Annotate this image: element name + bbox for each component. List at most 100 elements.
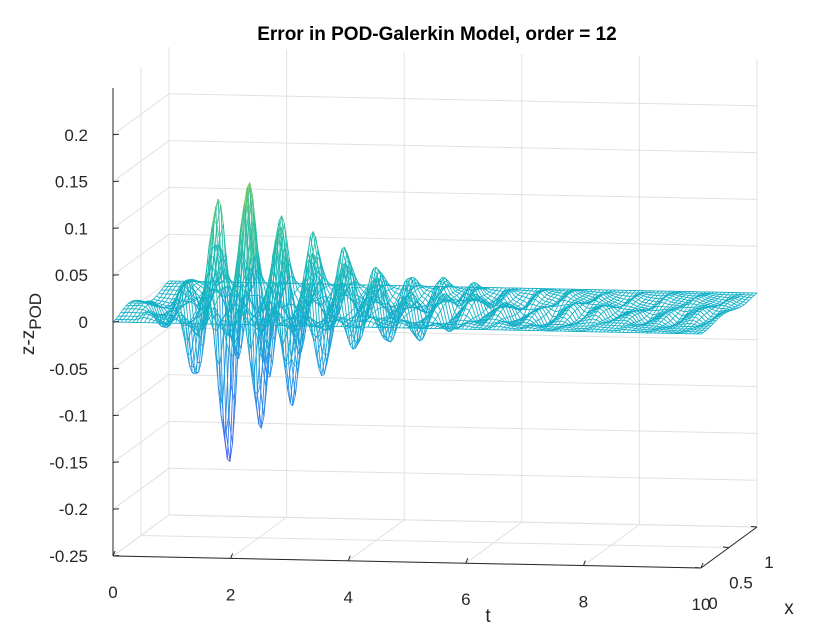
mesh-line-x: [237, 228, 241, 254]
mesh-line-x: [350, 324, 354, 327]
mesh-line-x: [176, 311, 180, 316]
mesh-line-x: [146, 302, 149, 305]
mesh-line-x: [399, 313, 403, 319]
mesh-line-x: [171, 294, 175, 300]
mesh-line-x: [135, 308, 140, 313]
mesh-line-x: [254, 327, 258, 341]
mesh-line-x: [194, 323, 199, 335]
mesh-line-x: [170, 280, 174, 284]
mesh-line-x: [358, 336, 363, 342]
mesh-line-x: [313, 270, 317, 276]
mesh-line-x: [178, 300, 182, 303]
mesh-line-x: [272, 341, 276, 364]
mesh-line-t: [651, 297, 656, 299]
mesh-line-x: [183, 296, 187, 302]
mesh-line-x: [295, 301, 299, 310]
mesh-line-x: [282, 306, 287, 314]
mesh-line-x: [380, 319, 384, 323]
mesh-line-t: [293, 345, 299, 374]
mesh-line-x: [296, 285, 301, 290]
mesh-line-x: [367, 297, 370, 299]
mesh-line-x: [349, 294, 353, 302]
mesh-line-t: [426, 289, 431, 292]
mesh-line-x: [369, 317, 374, 322]
mesh-line-x: [137, 303, 141, 306]
mesh-line-x: [316, 270, 319, 273]
mesh-line-x: [188, 322, 192, 325]
mesh-line-x: [144, 317, 148, 323]
mesh-line-t: [658, 323, 663, 327]
mesh-line-t: [432, 324, 438, 327]
mesh-line-x: [336, 319, 339, 322]
mesh-line-x: [363, 321, 367, 328]
mesh-line-x: [245, 288, 249, 296]
mesh-line-t: [423, 292, 429, 296]
mesh-line-x: [153, 314, 157, 318]
mesh-line-x: [336, 320, 340, 327]
mesh-line-x: [379, 286, 384, 295]
mesh-line-t: [471, 293, 476, 299]
mesh-line-t: [413, 277, 418, 289]
mesh-line-x: [316, 274, 320, 282]
mesh-line-t: [676, 297, 681, 300]
mesh-line-x: [307, 235, 311, 252]
mesh-line-x: [192, 299, 197, 306]
mesh-line-x: [308, 323, 312, 327]
mesh-line-t: [577, 308, 582, 316]
mesh-line-x: [217, 250, 221, 260]
mesh-line-x: [272, 280, 276, 285]
mesh-line-t: [183, 315, 188, 321]
mesh-line-t: [568, 301, 573, 303]
mesh-line-x: [228, 335, 233, 338]
mesh-line-x: [390, 316, 394, 320]
mesh-line-x: [406, 307, 409, 310]
mesh-line-t: [162, 304, 168, 307]
grid-line-back-z: [168, 233, 758, 247]
mesh-line-x: [198, 362, 202, 373]
mesh-line-x: [234, 355, 238, 407]
mesh-line-t: [629, 329, 634, 331]
mesh-line-x: [373, 280, 377, 287]
mesh-line-x: [244, 187, 249, 210]
mesh-line-x: [313, 282, 317, 291]
mesh-line-x: [291, 313, 295, 319]
mesh-line-x: [245, 275, 249, 287]
mesh-line-t: [436, 325, 442, 328]
mesh-line-x: [268, 312, 272, 317]
mesh-line-x: [378, 329, 383, 336]
mesh-line-x: [261, 324, 265, 328]
mesh-line-x: [222, 404, 226, 439]
mesh-line-x: [229, 443, 233, 462]
mesh-line-x: [337, 316, 341, 319]
mesh-line-x: [305, 251, 309, 278]
mesh-line-t: [717, 298, 723, 301]
mesh-line-t: [419, 327, 424, 342]
mesh-line-x: [150, 298, 154, 302]
mesh-line-t: [497, 315, 503, 320]
mesh-line-x: [264, 325, 268, 328]
mesh-line-t: [486, 293, 491, 297]
mesh-line-t: [631, 299, 637, 303]
mesh-line-x: [401, 282, 405, 289]
grid-line-back-z: [168, 420, 758, 434]
mesh-line-x: [265, 348, 269, 360]
mesh-line-t: [586, 307, 591, 309]
mesh-line-x: [358, 309, 362, 316]
mesh-line-x: [314, 322, 317, 324]
mesh-line-x: [250, 265, 254, 269]
mesh-line-x: [384, 303, 389, 312]
mesh-line-x: [339, 295, 343, 301]
mesh-line-x: [197, 307, 201, 318]
mesh-line-x: [278, 312, 282, 316]
mesh-line-t: [636, 295, 642, 299]
mesh-line-x: [242, 285, 247, 299]
mesh-line-x: [228, 286, 232, 319]
mesh-line-x: [164, 312, 168, 314]
mesh-line-t: [417, 288, 422, 297]
mesh-line-x: [152, 304, 156, 307]
mesh-line-t: [195, 303, 200, 306]
mesh-line-x: [277, 311, 281, 325]
mesh-line-x: [165, 297, 169, 303]
mesh-line-x: [222, 324, 226, 334]
mesh-line-x: [159, 322, 163, 325]
